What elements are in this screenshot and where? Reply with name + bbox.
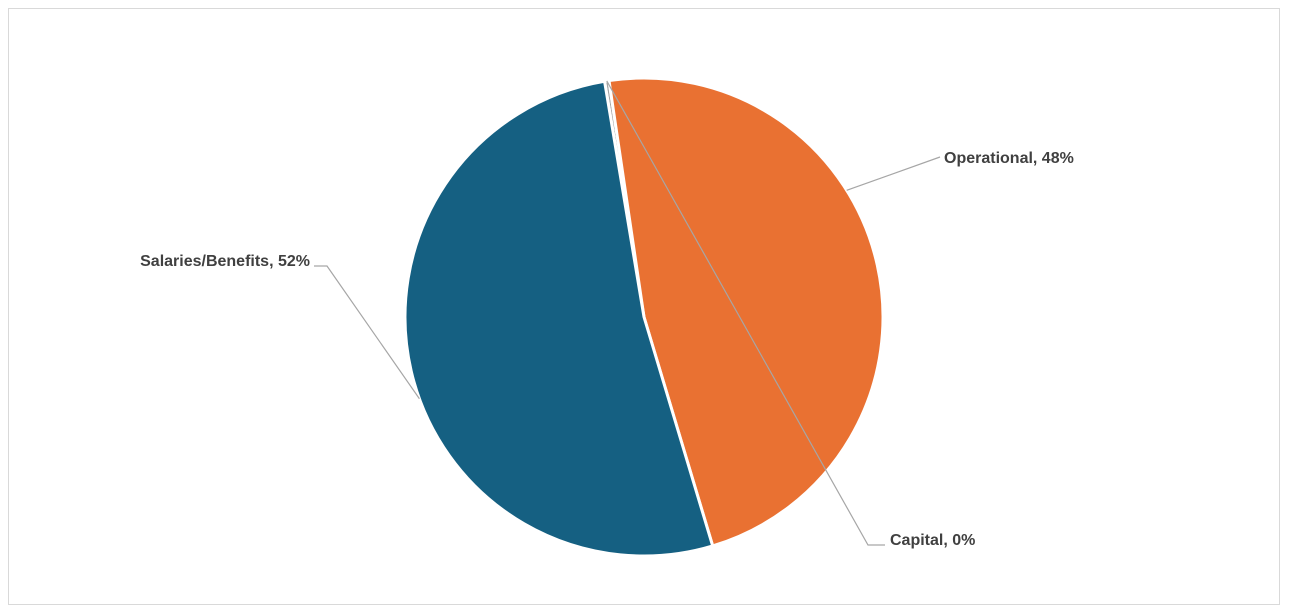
leader-line-capital <box>606 80 885 546</box>
pie-slices <box>403 76 885 558</box>
pie-slice-operational <box>607 76 885 548</box>
leader-line-operational <box>846 156 941 191</box>
pie-slice-salaries-benefits <box>403 79 715 558</box>
data-label-salaries-benefits: Salaries/Benefits, 52% <box>140 253 310 270</box>
data-label-capital: Capital, 0% <box>890 532 975 549</box>
leader-lines <box>314 80 941 546</box>
data-label-operational: Operational, 48% <box>944 150 1074 167</box>
leader-line-salaries-benefits <box>314 265 420 400</box>
data-labels: Capital, 0% Operational, 48% Salaries/Be… <box>140 150 1074 549</box>
